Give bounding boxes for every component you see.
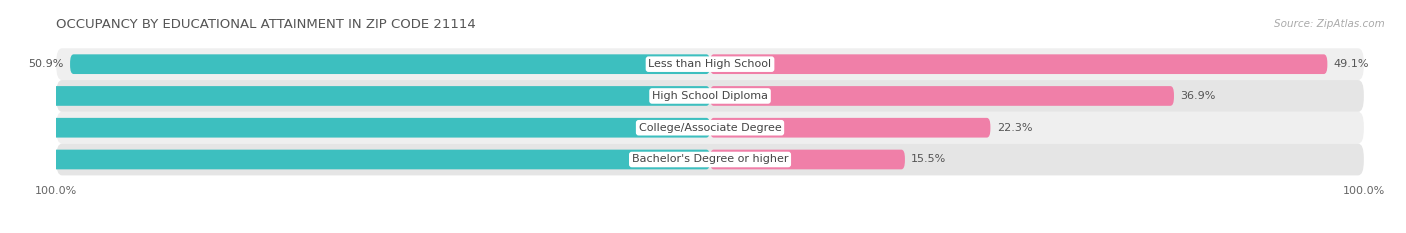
Text: OCCUPANCY BY EDUCATIONAL ATTAINMENT IN ZIP CODE 21114: OCCUPANCY BY EDUCATIONAL ATTAINMENT IN Z… <box>56 18 477 31</box>
FancyBboxPatch shape <box>56 48 1364 80</box>
FancyBboxPatch shape <box>710 86 1174 106</box>
FancyBboxPatch shape <box>70 54 710 74</box>
Text: 49.1%: 49.1% <box>1334 59 1369 69</box>
Text: College/Associate Degree: College/Associate Degree <box>638 123 782 133</box>
FancyBboxPatch shape <box>56 80 1364 112</box>
FancyBboxPatch shape <box>710 54 1327 74</box>
Text: 15.5%: 15.5% <box>911 154 946 164</box>
FancyBboxPatch shape <box>0 118 710 137</box>
FancyBboxPatch shape <box>0 150 710 169</box>
FancyBboxPatch shape <box>0 86 710 106</box>
Text: High School Diploma: High School Diploma <box>652 91 768 101</box>
Text: Bachelor's Degree or higher: Bachelor's Degree or higher <box>631 154 789 164</box>
Text: 36.9%: 36.9% <box>1180 91 1216 101</box>
Text: 50.9%: 50.9% <box>28 59 63 69</box>
FancyBboxPatch shape <box>56 112 1364 144</box>
FancyBboxPatch shape <box>56 144 1364 175</box>
FancyBboxPatch shape <box>710 118 990 137</box>
Text: 22.3%: 22.3% <box>997 123 1032 133</box>
Text: Less than High School: Less than High School <box>648 59 772 69</box>
Text: Source: ZipAtlas.com: Source: ZipAtlas.com <box>1274 19 1385 29</box>
FancyBboxPatch shape <box>710 150 905 169</box>
